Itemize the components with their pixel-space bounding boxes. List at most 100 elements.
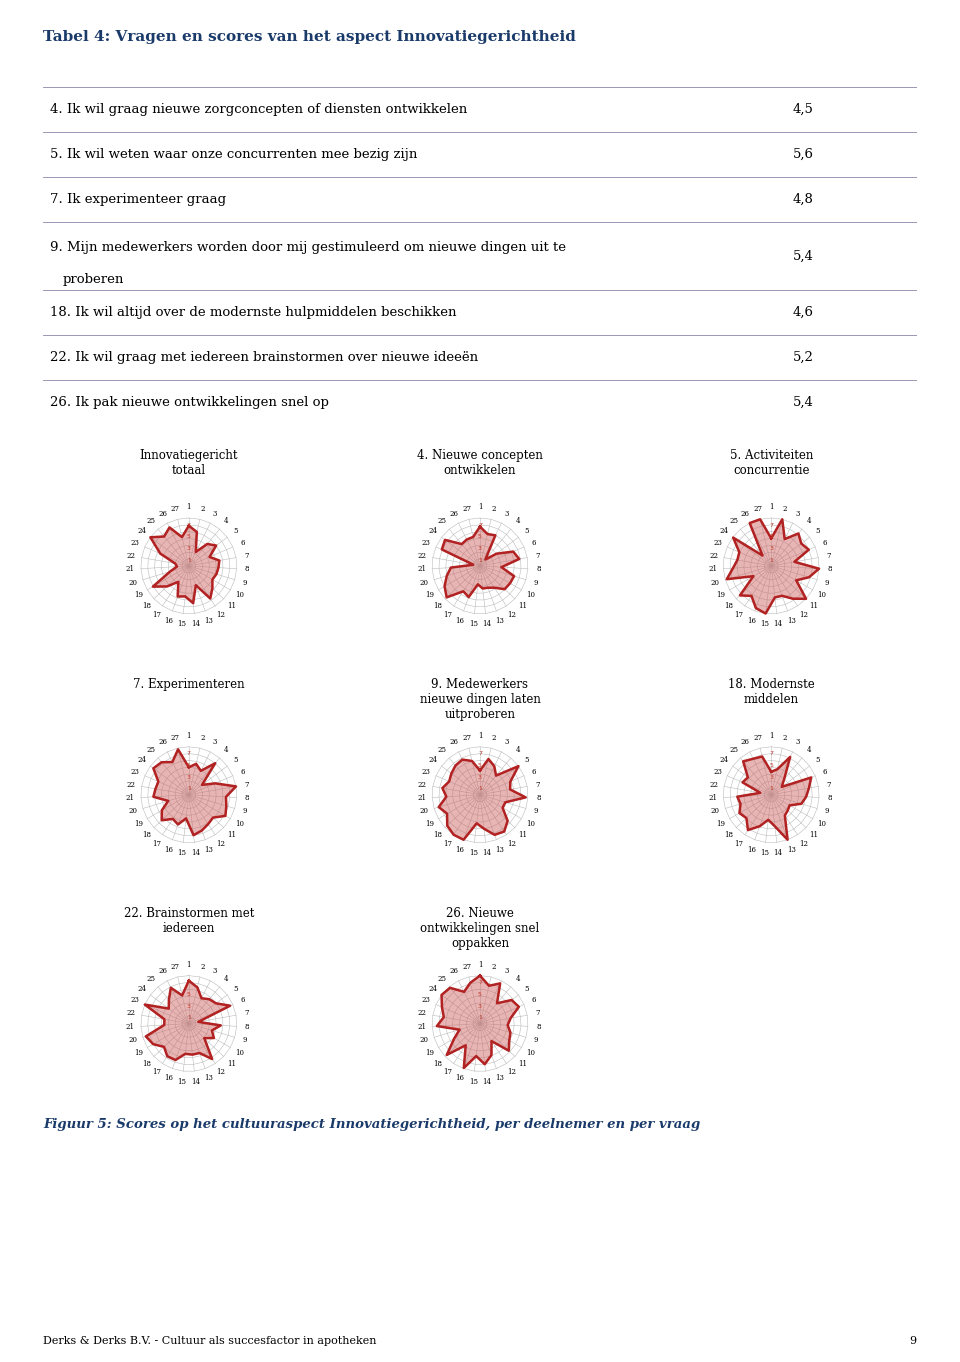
Text: 7: 7 [187,523,191,527]
Text: 5: 5 [816,527,821,535]
Text: 10: 10 [817,820,827,828]
Text: 5: 5 [525,527,529,535]
Text: 14: 14 [774,849,782,857]
Text: 5: 5 [233,527,238,535]
Text: 27: 27 [171,963,180,971]
Text: 1: 1 [769,786,773,791]
Text: 1: 1 [187,1015,191,1020]
Text: 27: 27 [462,963,471,971]
Text: 19: 19 [133,591,143,599]
Text: 18: 18 [433,602,442,610]
Text: 26: 26 [740,509,750,518]
Text: 1: 1 [478,504,482,512]
Text: Gemiddelde score 2011: Gemiddelde score 2011 [727,60,910,74]
Text: 13: 13 [787,617,796,625]
Text: 3: 3 [795,509,800,518]
Text: 10: 10 [235,820,244,828]
Text: 3: 3 [478,1004,482,1009]
Text: 26: 26 [449,967,458,975]
Text: 2: 2 [200,734,204,742]
Text: 5,4: 5,4 [793,249,814,263]
Text: 23: 23 [421,539,431,546]
Text: 15: 15 [178,1077,186,1086]
Text: 22: 22 [127,780,135,789]
Text: 7: 7 [827,780,831,789]
Text: 14: 14 [482,849,492,857]
Text: 5,6: 5,6 [793,148,814,161]
Text: 11: 11 [227,1060,236,1068]
Text: 14: 14 [774,620,782,628]
Text: 2: 2 [782,734,787,742]
Text: 4: 4 [516,975,519,983]
Text: 3: 3 [769,546,773,552]
Text: 21: 21 [126,1023,135,1031]
Text: 22: 22 [418,552,427,560]
Text: 5: 5 [769,534,773,539]
Text: 27: 27 [462,505,471,513]
Text: 5: 5 [525,985,529,993]
Text: 18: 18 [142,602,151,610]
Polygon shape [737,756,811,840]
Text: 2: 2 [492,505,495,513]
Text: 7: 7 [536,780,540,789]
Text: 4: 4 [516,746,519,755]
Text: 2: 2 [200,505,204,513]
Polygon shape [727,519,819,613]
Text: 25: 25 [438,975,447,983]
Text: 3: 3 [504,967,509,975]
Text: 10: 10 [526,1049,535,1057]
Text: 24: 24 [720,756,729,764]
Text: 15: 15 [178,620,186,628]
Text: 20: 20 [420,808,428,816]
Text: 22: 22 [127,552,135,560]
Text: 21: 21 [126,565,135,573]
Text: 27: 27 [171,505,180,513]
Text: 10: 10 [526,820,535,828]
Text: 8: 8 [828,565,831,573]
Polygon shape [439,759,526,840]
Text: 15: 15 [760,620,769,628]
Text: 1: 1 [478,557,482,563]
Text: 10: 10 [526,591,535,599]
Text: 7: 7 [478,523,482,527]
Text: 4: 4 [516,518,519,526]
Text: 25: 25 [147,975,156,983]
Text: 2: 2 [492,963,495,971]
Text: 5. Ik wil weten waar onze concurrenten mee bezig zijn: 5. Ik wil weten waar onze concurrenten m… [50,148,418,161]
Text: 20: 20 [710,579,720,587]
Text: 5: 5 [233,756,238,764]
Text: 22: 22 [709,552,718,560]
Text: 22: 22 [418,1009,427,1017]
Text: 5: 5 [187,763,191,768]
Text: 7: 7 [478,981,482,985]
Text: 13: 13 [204,1075,213,1083]
Text: 3: 3 [187,775,191,780]
Text: 5: 5 [478,992,482,997]
Text: 17: 17 [153,610,161,618]
Text: 12: 12 [799,839,807,847]
Text: 6: 6 [823,768,828,775]
Text: 7: 7 [187,752,191,756]
Text: 1: 1 [187,786,191,791]
Text: 5: 5 [525,756,529,764]
Text: 18. Ik wil altijd over de modernste hulpmiddelen beschikken: 18. Ik wil altijd over de modernste hulp… [50,306,457,319]
Text: 22. Brainstormen met
iedereen: 22. Brainstormen met iedereen [124,907,254,936]
Text: 5: 5 [187,992,191,997]
Text: 10: 10 [235,591,244,599]
Text: 9: 9 [910,1336,917,1346]
Text: 23: 23 [131,768,139,775]
Text: 3: 3 [187,1004,191,1009]
Text: 9: 9 [825,579,829,587]
Text: 6: 6 [240,768,245,775]
Text: 17: 17 [444,1068,452,1076]
Text: 6: 6 [823,539,828,546]
Text: 25: 25 [729,746,738,755]
Text: 22: 22 [127,1009,135,1017]
Text: 4: 4 [806,518,811,526]
Text: 19: 19 [716,820,725,828]
Text: 8: 8 [536,1023,540,1031]
Text: 22: 22 [709,780,718,789]
Text: 23: 23 [713,539,722,546]
Text: 19: 19 [425,591,434,599]
Text: 13: 13 [787,846,796,854]
